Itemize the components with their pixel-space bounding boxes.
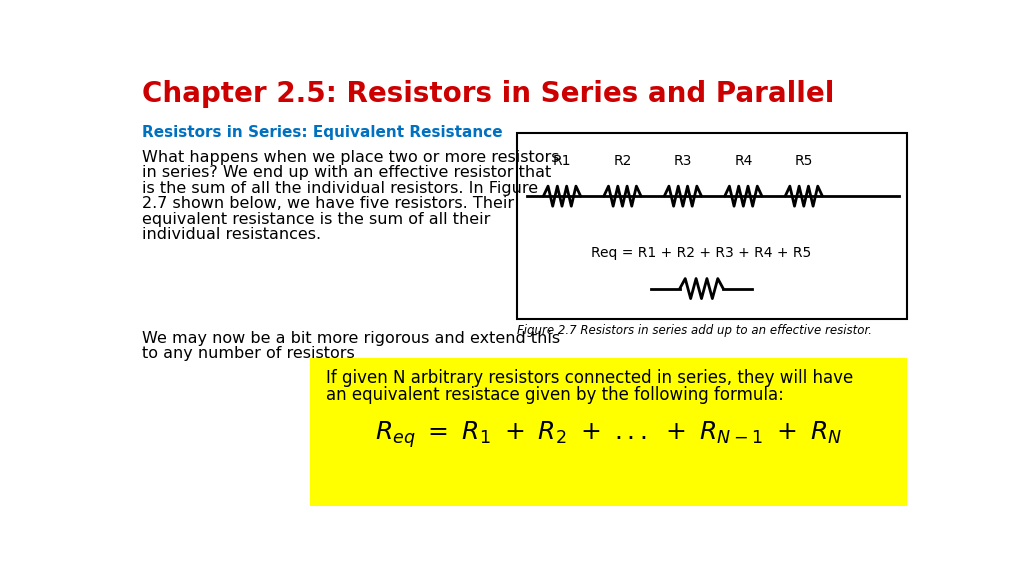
Text: R1: R1 — [553, 154, 571, 168]
Text: Chapter 2.5: Resistors in Series and Parallel: Chapter 2.5: Resistors in Series and Par… — [142, 80, 835, 108]
Text: is the sum of all the individual resistors. In Figure: is the sum of all the individual resisto… — [142, 181, 538, 196]
Bar — [517, 133, 907, 319]
Text: If given N arbitrary resistors connected in series, they will have: If given N arbitrary resistors connected… — [326, 369, 853, 386]
Text: in series? We end up with an effective resistor that: in series? We end up with an effective r… — [142, 165, 551, 180]
Text: What happens when we place two or more resistors: What happens when we place two or more r… — [142, 150, 559, 165]
Text: an equivalent resistace given by the following formula:: an equivalent resistace given by the fol… — [326, 385, 783, 404]
Text: $R_{eq}\ =\ R_1\ +\ R_2\ +\ ...\ +\ R_{N-1}\ +\ R_N$: $R_{eq}\ =\ R_1\ +\ R_2\ +\ ...\ +\ R_{N… — [375, 419, 842, 450]
Text: R2: R2 — [613, 154, 632, 168]
Text: Resistors in Series: Equivalent Resistance: Resistors in Series: Equivalent Resistan… — [142, 124, 503, 139]
Text: 2.7 shown below, we have five resistors. Their: 2.7 shown below, we have five resistors.… — [142, 196, 514, 211]
Text: to any number of resistors: to any number of resistors — [142, 346, 354, 361]
Text: individual resistances.: individual resistances. — [142, 227, 322, 242]
Text: R5: R5 — [795, 154, 813, 168]
Text: Figure 2.7 Resistors in series add up to an effective resistor.: Figure 2.7 Resistors in series add up to… — [517, 324, 872, 337]
Text: R4: R4 — [734, 154, 753, 168]
Text: R3: R3 — [674, 154, 692, 168]
Text: equivalent resistance is the sum of all their: equivalent resistance is the sum of all … — [142, 211, 490, 226]
Text: Req = R1 + R2 + R3 + R4 + R5: Req = R1 + R2 + R3 + R4 + R5 — [592, 246, 812, 260]
Bar — [310, 358, 907, 506]
Text: We may now be a bit more rigorous and extend this: We may now be a bit more rigorous and ex… — [142, 331, 560, 346]
